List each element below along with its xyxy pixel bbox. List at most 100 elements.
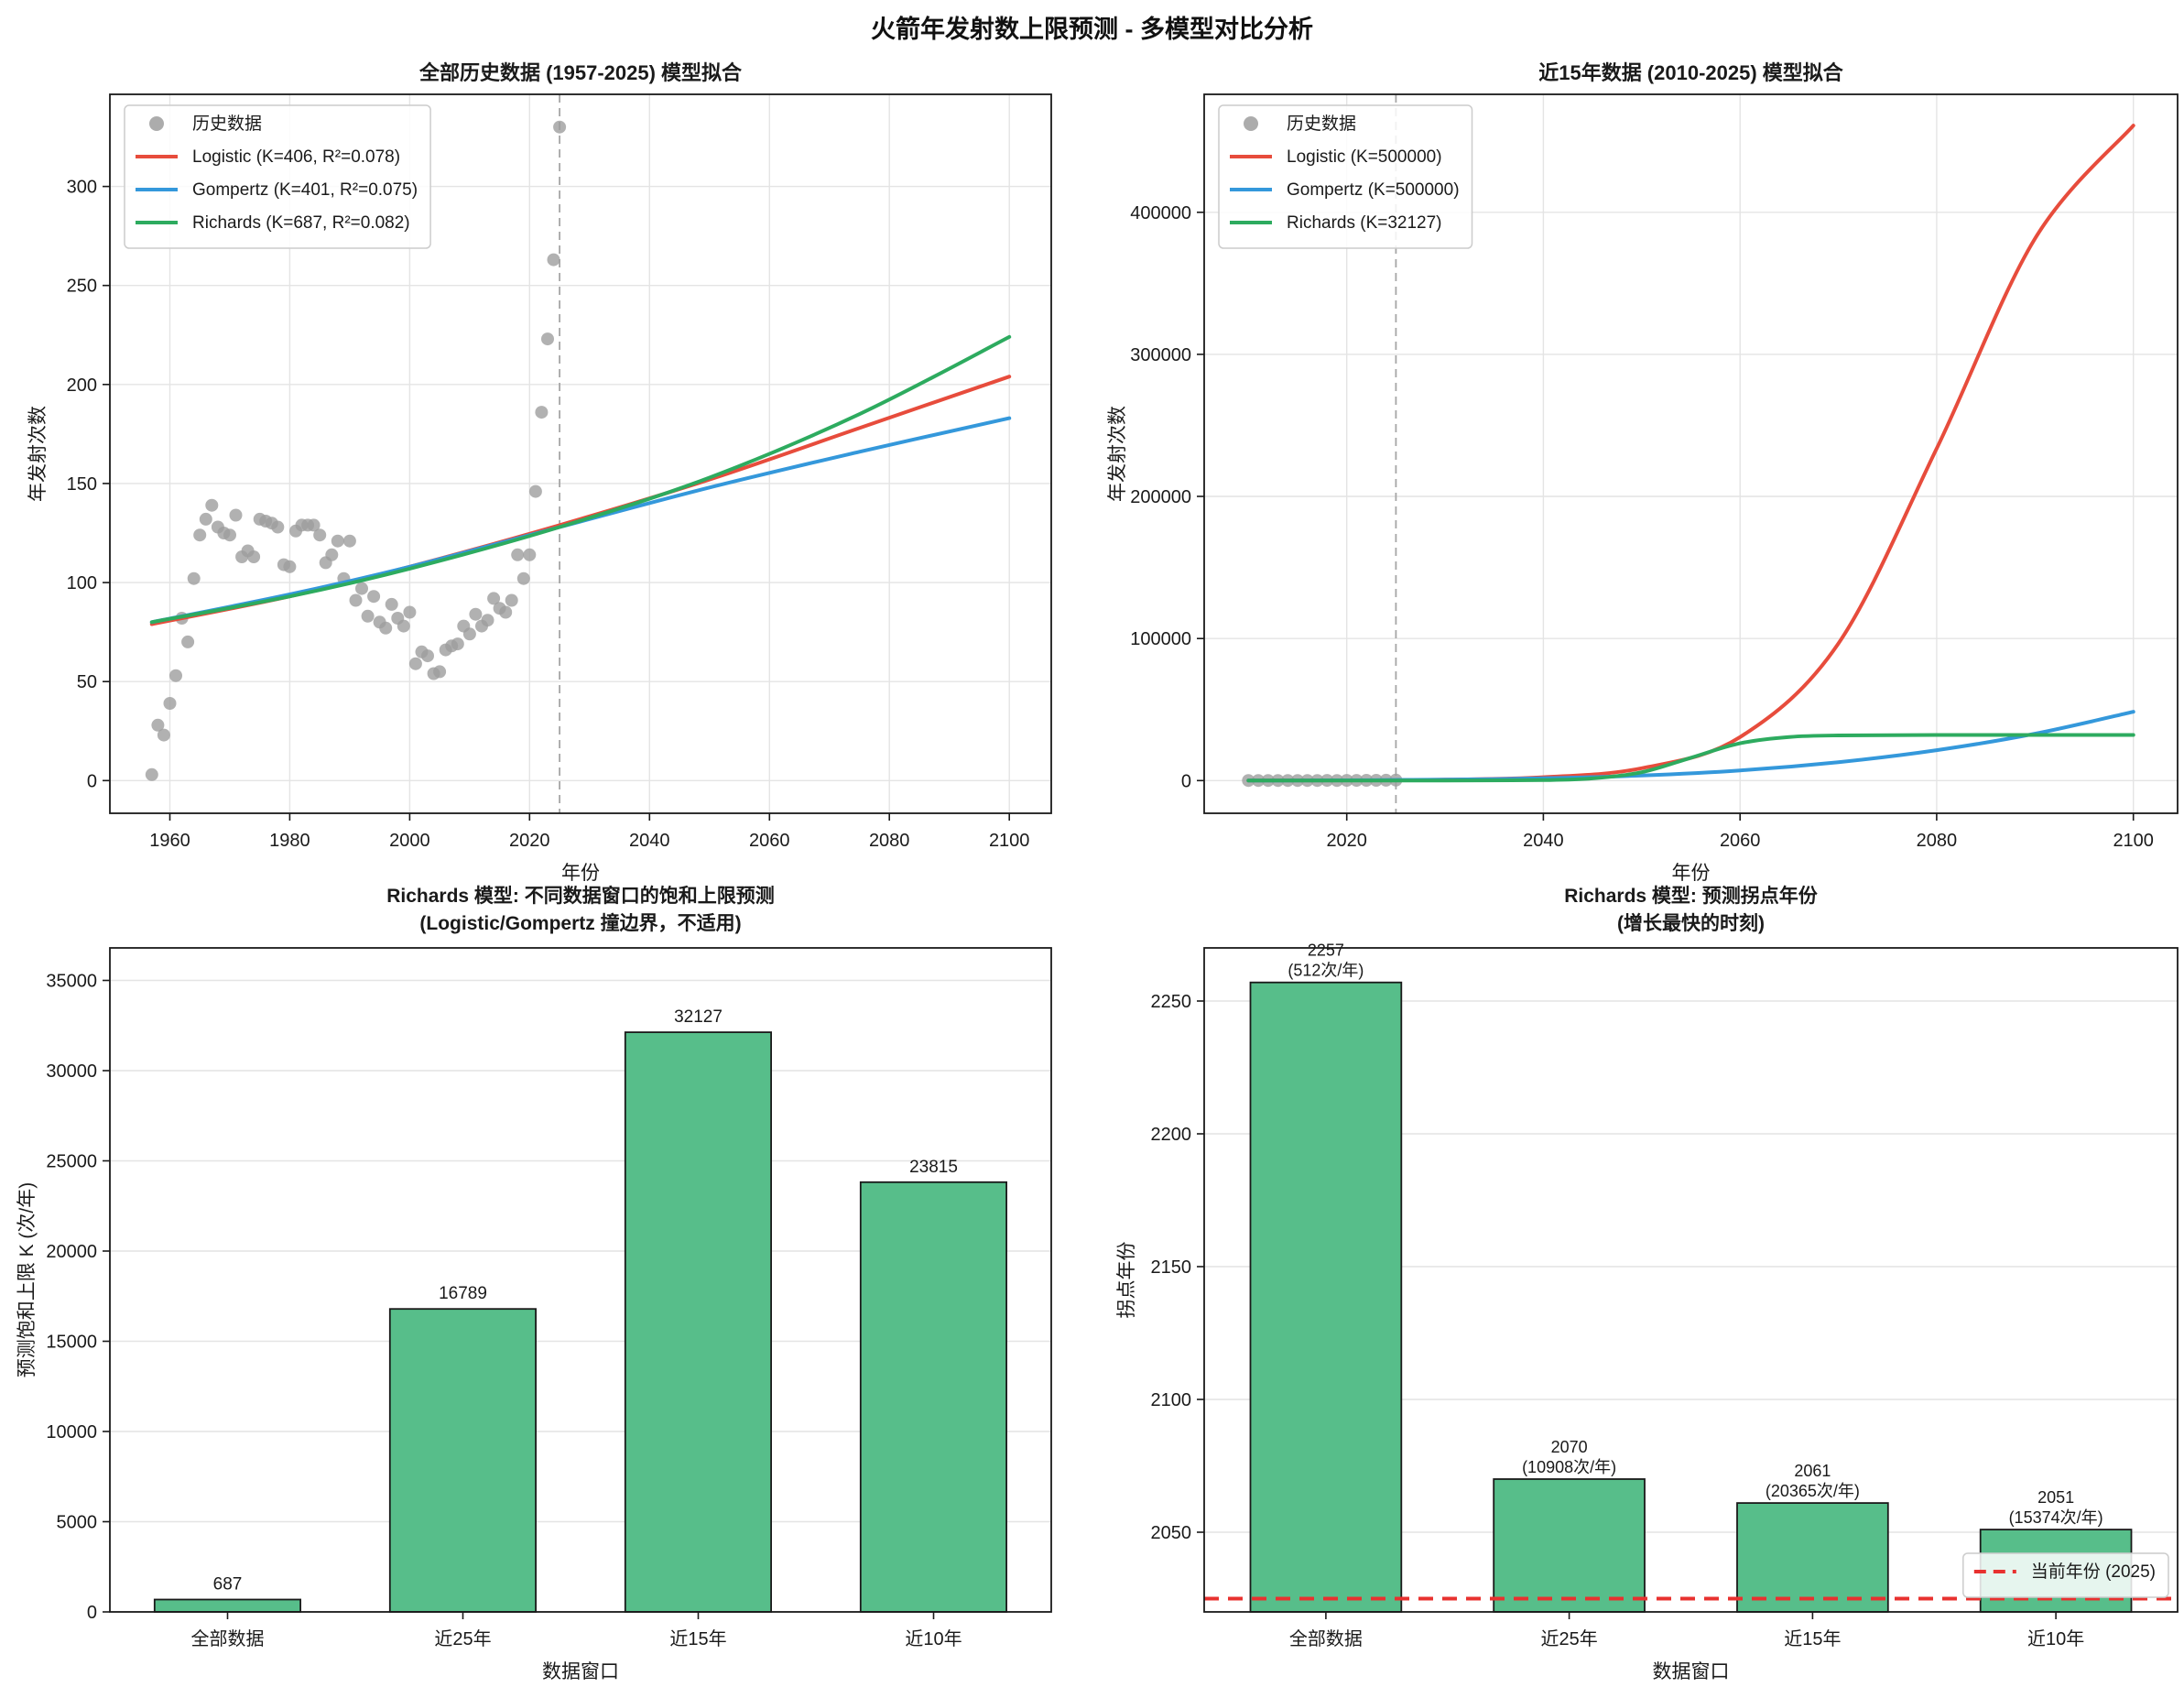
panel-title: 近15年数据 (2010-2025) 模型拟合 [1538, 61, 1844, 84]
panel-recent-15y: 0 100000 200000 300000 400000 2020 2040 2060 208… [1107, 61, 2179, 884]
y-axis-label: 拐点年份 [1116, 1242, 1137, 1319]
scatter-point [408, 657, 422, 670]
scatter-point [451, 637, 464, 651]
bar-value-label: 23815 [909, 1158, 958, 1177]
scatter-point [528, 484, 542, 498]
category-label: 近15年 [669, 1628, 726, 1649]
historical-scatter [145, 120, 567, 781]
scatter-point [193, 528, 207, 542]
panel-title-line1: Richards 模型: 不同数据窗口的饱和上限预测 [386, 885, 775, 907]
legend: 历史数据 Logistic (K=500000) Gompertz (K=50000… [1218, 104, 1473, 249]
scatter-point [541, 332, 554, 346]
legend-box [124, 104, 431, 249]
category-label: 全部数据 [1289, 1628, 1363, 1649]
panel-title: 全部历史数据 (1957-2025) 模型拟合 [418, 61, 743, 84]
scatter-point [499, 605, 513, 619]
legend-item-label: Richards (K=32127) [1287, 213, 1442, 233]
x-tick-label: 2000 [389, 831, 430, 851]
bar-value-label: 32127 [674, 1007, 723, 1027]
x-tick-label: 2060 [749, 831, 790, 851]
y-tick-label: 2050 [1151, 1523, 1192, 1543]
scatter-point [511, 548, 525, 561]
x-tick-label: 2020 [1326, 831, 1367, 851]
x-tick-label: 2020 [509, 831, 550, 851]
category-label: 近25年 [1540, 1628, 1597, 1649]
bar-rate-label: (15374次/年) [2009, 1508, 2103, 1527]
y-tick-label: 200 [67, 375, 97, 396]
scatter-point [271, 520, 285, 534]
legend-box [1218, 104, 1473, 249]
scatter-point [187, 571, 201, 585]
y-tick-label: 0 [87, 1603, 97, 1623]
y-tick-label: 300000 [1130, 345, 1191, 365]
legend-item-label: 当前年份 (2025) [2031, 1562, 2156, 1582]
panel-title-line1: Richards 模型: 预测拐点年份 [1564, 885, 1819, 907]
scatter-point [342, 534, 356, 548]
scatter-point [481, 614, 494, 627]
scatter-point [355, 582, 368, 595]
y-tick-label: 30000 [46, 1061, 97, 1082]
legend-dot-marker [149, 116, 164, 131]
scatter-point [181, 635, 195, 648]
legend: 当前年份 (2025) [1962, 1552, 2169, 1598]
bar-rate-label: (512次/年) [1288, 962, 1364, 980]
bar-rate-label: (20365次/年) [1766, 1482, 1860, 1500]
legend-item-label: 历史数据 [192, 114, 262, 134]
x-tick-label: 2100 [989, 831, 1030, 851]
category-label: 近25年 [434, 1628, 491, 1649]
x-axis-label: 数据窗口 [1653, 1661, 1730, 1682]
scatter-point [361, 609, 375, 623]
scatter-point [523, 548, 537, 561]
bar-value-label: 2061 [1794, 1462, 1831, 1480]
scatter-point [367, 590, 381, 604]
bar-k-upper-limit-2 [624, 1031, 772, 1613]
y-tick-label: 200000 [1130, 487, 1191, 507]
axes-frame [109, 947, 1052, 1613]
y-tick-label: 0 [1181, 771, 1191, 791]
curve-logistic [149, 375, 1012, 626]
scatter-point [145, 767, 158, 781]
axes-frame [1203, 93, 2179, 814]
scatter-point [421, 649, 434, 663]
y-tick-label: 2100 [1151, 1390, 1192, 1410]
legend-item-label: Richards (K=687, R²=0.082) [192, 213, 410, 233]
scatter-point [223, 528, 236, 542]
legend-item-label: 历史数据 [1287, 114, 1356, 134]
panel-title-line2: (Logistic/Gompertz 撞边界，不适用) [419, 912, 741, 934]
bar-value-label: 2051 [2037, 1488, 2074, 1507]
scatter-point [325, 548, 339, 561]
curve-richards [1246, 733, 2135, 783]
scatter-point [229, 508, 243, 522]
scatter-point [547, 253, 560, 267]
bar-inflection-year-1 [1493, 1478, 1646, 1613]
scatter-point [433, 665, 447, 679]
y-tick-label: 150 [67, 474, 97, 495]
axes-frame [109, 93, 1052, 814]
legend-item-label: Logistic (K=406, R²=0.078) [192, 147, 400, 167]
x-tick-label: 2080 [1917, 831, 1958, 851]
scatter-point [397, 619, 410, 633]
x-tick-label: 2060 [1720, 831, 1761, 851]
scatter-point [199, 512, 212, 526]
scatter-point [331, 534, 344, 548]
scatter-point [505, 593, 518, 607]
panel-k-upper-limit: 687 16789 32127 23815 0 5000 10000 15000 20000 25… [16, 885, 1052, 1682]
scatter-point [379, 621, 393, 635]
panel-full-history: 0 50 100 150 200 250 300 1960 1980 2000 2020 2040 20… [27, 61, 1052, 884]
scatter-point [163, 697, 177, 710]
y-tick-label: 100 [67, 573, 97, 593]
scatter-point [307, 518, 321, 532]
x-tick-label: 2100 [2113, 831, 2154, 851]
y-tick-label: 50 [77, 672, 97, 692]
legend-item-label: Logistic (K=500000) [1287, 147, 1442, 167]
legend-item-label: Gompertz (K=500000) [1287, 180, 1460, 200]
scatter-point [535, 406, 549, 419]
bar-k-upper-limit-1 [388, 1308, 537, 1613]
bar-rate-label: (10908次/年) [1522, 1458, 1616, 1476]
scatter-point [205, 498, 219, 512]
scatter-point [283, 560, 297, 573]
bar-inflection-year-0 [1249, 981, 1403, 1613]
bar-inflection-year-2 [1736, 1502, 1889, 1613]
scatter-point [247, 550, 261, 563]
y-tick-label: 15000 [46, 1333, 97, 1353]
